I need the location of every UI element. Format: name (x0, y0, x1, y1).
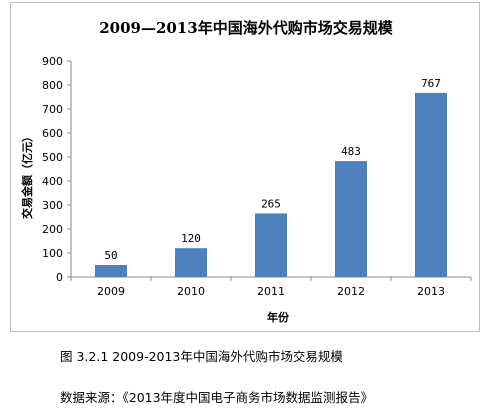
bar-2010 (175, 248, 207, 277)
y-axis-label: 交易金额（亿元） (20, 131, 34, 219)
y-tick-label: 700 (42, 103, 63, 116)
x-ticks: 2009 2010 2011 2012 2013 (70, 277, 472, 298)
chart-title: 2009—2013年中国海外代购市场交易规模 (99, 19, 393, 37)
y-tick-label: 300 (42, 199, 63, 212)
bar-2011 (255, 213, 287, 277)
x-axis-label: 年份 (267, 310, 290, 324)
bar-chart: 2009—2013年中国海外代购市场交易规模 交易金额（亿元） 年份 0 100 2… (20, 19, 472, 324)
x-tick-label-2009: 2009 (97, 285, 125, 298)
data-label-2011: 265 (261, 197, 281, 210)
source-caption: 数据来源：《2013年度中国电子商务市场数据监测报告》 (60, 390, 374, 405)
y-ticks: 0 100 200 300 400 500 600 700 800 900 (42, 55, 71, 284)
data-label-2010: 120 (181, 232, 201, 245)
y-tick-label: 400 (42, 175, 63, 188)
y-tick-label: 100 (42, 247, 63, 260)
y-tick-label: 500 (42, 151, 63, 164)
data-label-2009: 50 (104, 249, 117, 262)
bar-2012 (335, 161, 367, 277)
chart-frame: 2009—2013年中国海外代购市场交易规模 交易金额（亿元） 年份 0 100 2… (10, 2, 480, 332)
y-tick-label: 0 (56, 271, 63, 284)
x-tick-label-2012: 2012 (337, 285, 365, 298)
x-tick-label-2010: 2010 (177, 285, 205, 298)
data-label-2013: 767 (421, 77, 441, 90)
y-tick-label: 200 (42, 223, 63, 236)
figure-caption: 图 3.2.1 2009-2013年中国海外代购市场交易规模 (60, 349, 343, 364)
x-tick-label-2011: 2011 (257, 285, 285, 298)
y-tick-label: 900 (42, 55, 63, 68)
bar-2013 (415, 92, 447, 277)
y-tick-label: 600 (42, 127, 63, 140)
data-label-2012: 483 (341, 145, 361, 158)
x-tick-label-2013: 2013 (417, 285, 445, 298)
y-tick-label: 800 (42, 79, 63, 92)
bar-2009 (95, 265, 127, 277)
bars: 50 120 265 483 767 (95, 77, 447, 277)
